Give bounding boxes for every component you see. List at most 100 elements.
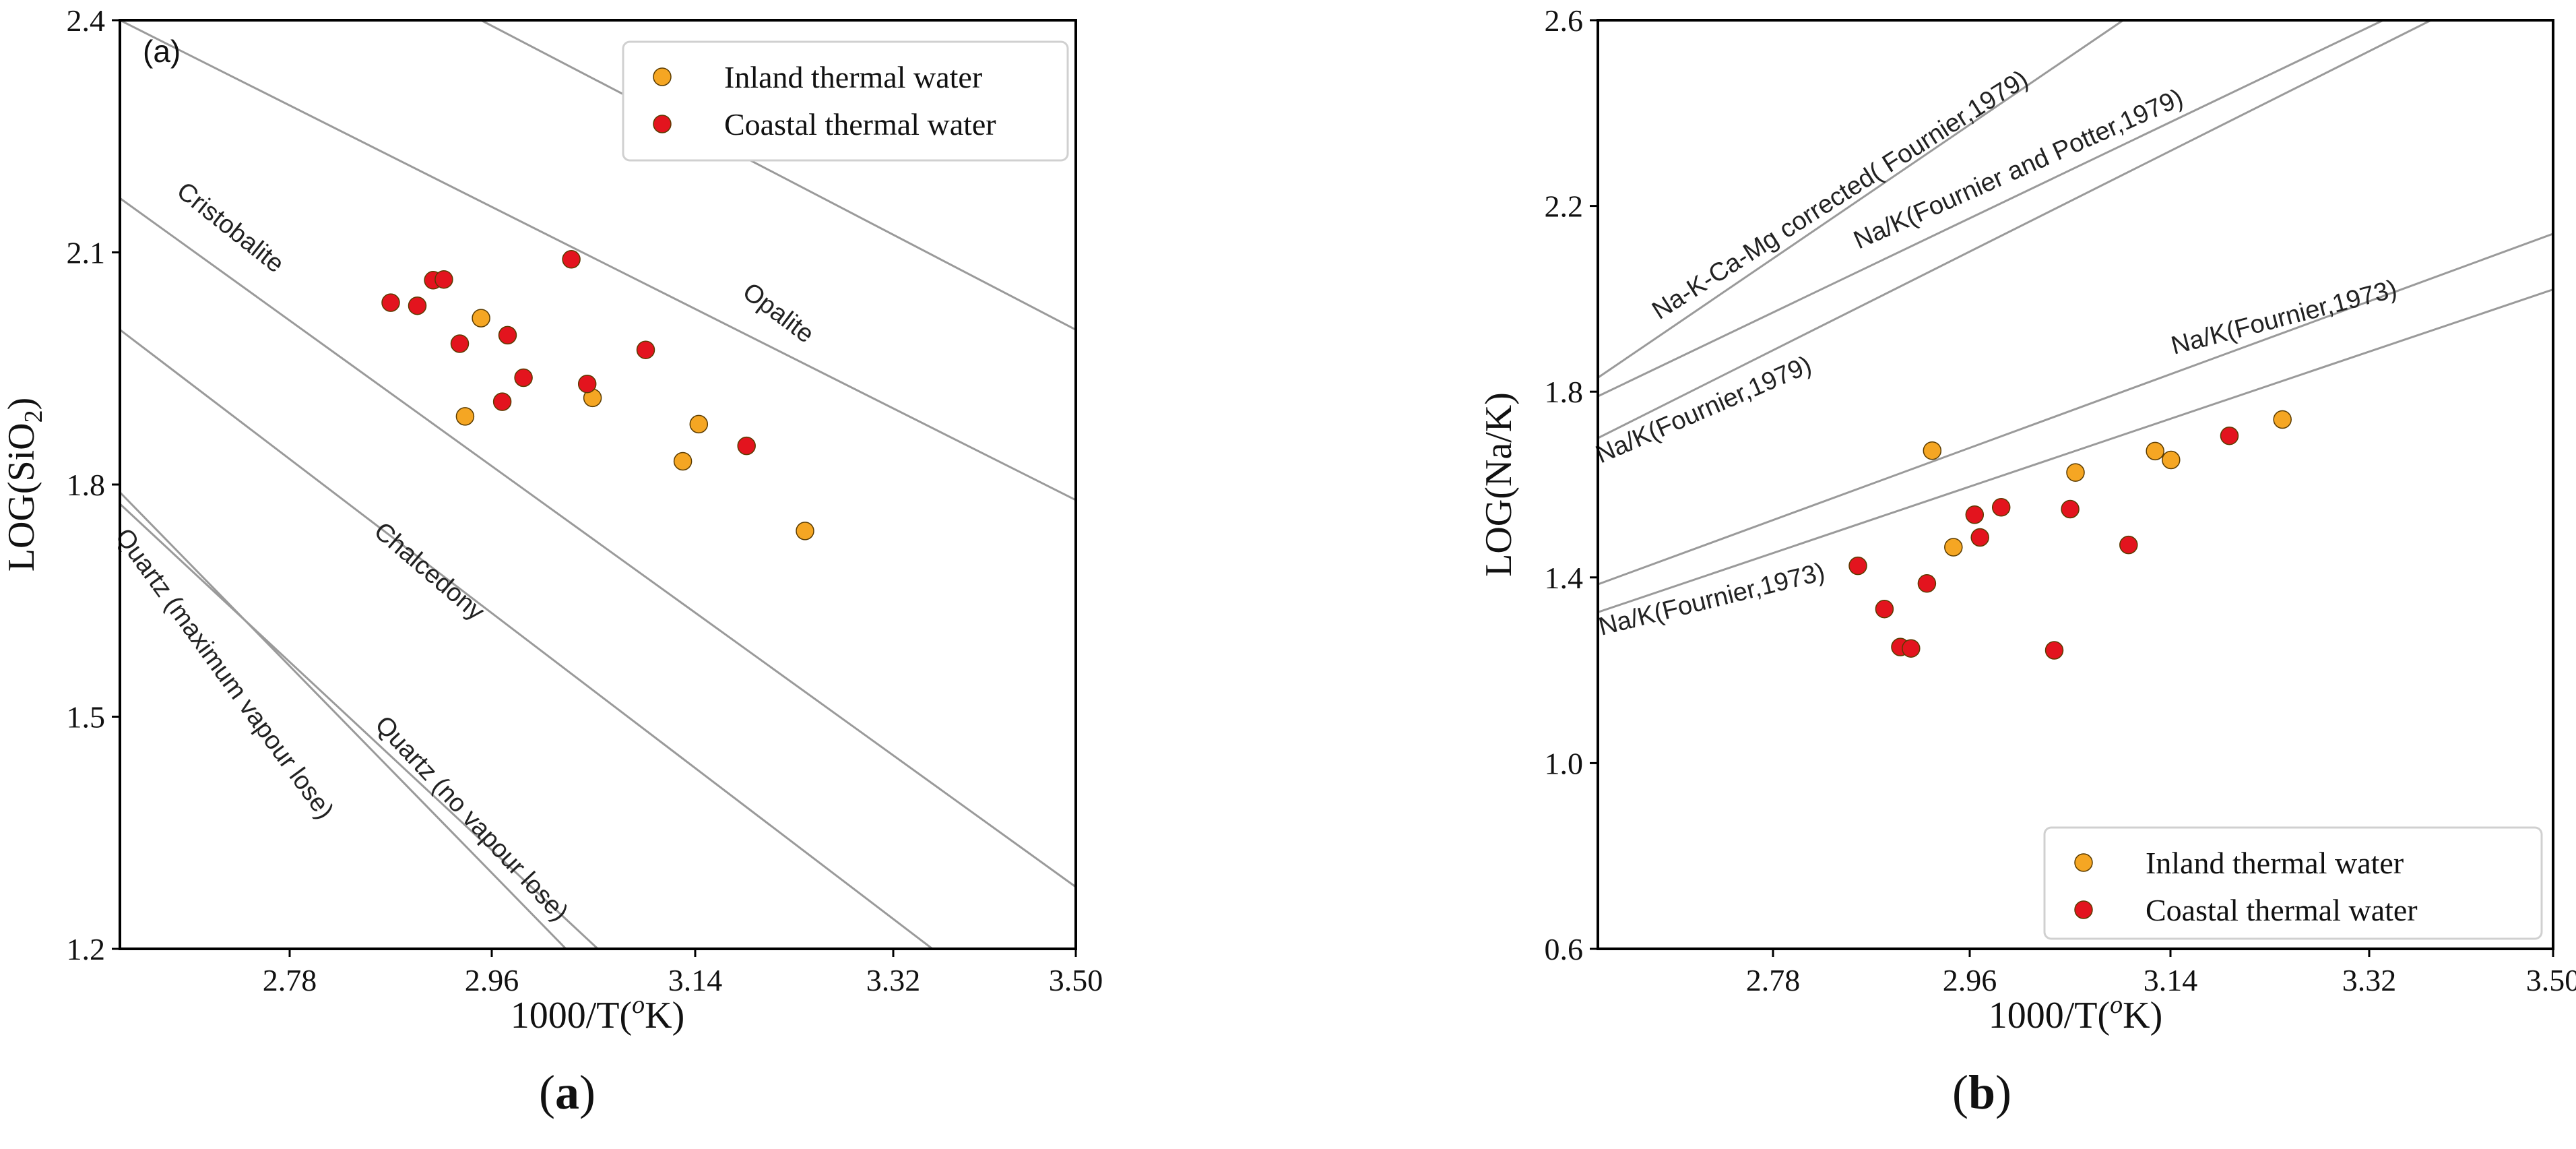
series-coastal-thermal-water — [381, 250, 756, 456]
data-point — [1965, 505, 1985, 524]
curve-label-na-k-fournier-1979: Na/K(Fournier,1979) — [1592, 350, 1815, 469]
legend-marker — [2074, 900, 2093, 919]
panel-tag: (a) — [143, 34, 181, 69]
data-point — [408, 296, 427, 315]
legend-box — [2043, 826, 2543, 940]
x-tick-label: 2.96 — [1943, 963, 1997, 997]
x-tick-label: 2.78 — [1746, 963, 1801, 997]
legend-label: Coastal thermal water — [2146, 893, 2418, 927]
data-point — [2220, 426, 2239, 445]
data-point — [577, 374, 597, 394]
y-tick-label: 2.4 — [67, 3, 106, 38]
x-tick-label: 2.96 — [465, 963, 519, 997]
x-tick-label: 2.78 — [263, 963, 317, 997]
x-tick-label: 3.50 — [1049, 963, 1103, 997]
curve-quartz-no-vapour-lose — [120, 503, 599, 949]
curve-label-quartz-no-vapour-lose: Quartz (no vapour lose) — [369, 710, 573, 927]
y-tick-label: 1.8 — [67, 468, 106, 502]
data-point — [2146, 441, 2164, 461]
curve-quartz-maximum-vapour-lose — [120, 491, 567, 949]
data-point — [2162, 450, 2181, 470]
series-coastal-thermal-water — [1848, 426, 2239, 660]
x-axis-label: 1000/T(oK) — [511, 991, 685, 1036]
curve-na-k-fournier-1973 — [1598, 288, 2553, 613]
reference-curves — [1598, 20, 2553, 613]
data-point — [2066, 463, 2085, 482]
data-point — [472, 309, 490, 328]
legend-marker — [653, 115, 672, 133]
y-tick-label: 1.4 — [1545, 561, 1584, 595]
data-point — [1875, 599, 1894, 619]
panel-b: Na-K-Ca-Mg corrected( Fournier,1979)Na/K… — [1478, 3, 2576, 1036]
data-point — [2119, 535, 2138, 555]
x-tick-label: 3.32 — [2342, 963, 2397, 997]
y-tick-label: 1.8 — [1545, 375, 1584, 409]
data-point — [381, 293, 400, 312]
legend-label: Coastal thermal water — [724, 107, 996, 142]
curve-opalite — [480, 20, 1076, 331]
data-point — [1848, 556, 1867, 576]
y-tick-label: 2.2 — [1545, 189, 1584, 224]
data-point — [1917, 574, 1937, 593]
y-tick-label: 1.0 — [1545, 746, 1584, 780]
curve-label-chalcedony: Chalcedony — [368, 517, 490, 626]
legend: Inland thermal water Coastal thermal wate… — [2043, 826, 2543, 940]
legend-label: Inland thermal water — [724, 60, 982, 94]
data-point — [562, 250, 581, 269]
data-point — [2044, 641, 2064, 660]
reference-curves — [120, 20, 1076, 949]
y-axis-label: LOG(SiO2) — [1, 398, 48, 572]
legend-marker — [653, 67, 672, 86]
x-axis-label: 1000/T(oK) — [1989, 991, 2163, 1036]
data-point — [689, 414, 709, 434]
series-inland-thermal-water — [1923, 410, 2292, 557]
legend-label: Inland thermal water — [2146, 846, 2404, 880]
x-tick-label: 3.14 — [668, 963, 723, 997]
data-point — [1991, 498, 2011, 517]
y-tick-label: 1.2 — [67, 932, 106, 966]
series-inland-thermal-water — [455, 309, 814, 540]
data-point — [514, 368, 533, 387]
curve-na-k-fournier-1979 — [1598, 20, 2432, 439]
legend: Inland thermal water Coastal thermal wate… — [622, 40, 1069, 162]
subfigure-caption-b: (b) — [1952, 1065, 2012, 1119]
data-point — [498, 325, 517, 345]
panel-a: Cristobalite Chalcedony Quartz (no vapour … — [1, 3, 1103, 1036]
curve-na-k-fournier-1973 — [1598, 232, 2553, 586]
x-tick-label: 3.50 — [2526, 963, 2576, 997]
data-point — [796, 522, 814, 540]
y-axis-label: LOG(Na/K) — [1478, 392, 1520, 577]
curve-label-cristobalite: Cristobalite — [171, 177, 289, 278]
x-tick-label: 3.14 — [2144, 963, 2198, 997]
data-point — [1944, 538, 1963, 557]
data-point — [450, 334, 470, 353]
y-tick-label: 0.6 — [1545, 932, 1584, 966]
legend-marker — [2074, 853, 2093, 872]
data-point — [1923, 441, 1942, 460]
data-point — [737, 436, 756, 456]
curve-na-k-ca-mg-corrected-fournier-1979 — [1598, 20, 2124, 379]
y-tick-label: 1.5 — [67, 700, 106, 735]
curve-label-opalite: Opalite — [738, 278, 819, 349]
subfigure-caption-a: (a) — [539, 1065, 595, 1119]
curve-label-quartz-maximum-vapour-lose: Quartz (maximum vapour lose) — [110, 524, 340, 825]
data-point — [2273, 410, 2292, 429]
curve-chalcedony — [120, 329, 934, 949]
data-point — [434, 270, 453, 289]
curve-label-na-k-fournier-1973: Na/K(Fournier,1973) — [2168, 275, 2400, 361]
curve-na-k-fournier-and-potter-1979 — [1598, 20, 2384, 398]
y-tick-label: 2.1 — [67, 236, 106, 270]
data-point — [673, 452, 693, 471]
data-point — [636, 340, 655, 359]
data-point — [1902, 639, 1921, 658]
curve-label-na-k-fournier-1973: Na/K(Fournier,1973) — [1596, 558, 1828, 642]
data-point — [2061, 499, 2080, 519]
x-tick-label: 3.32 — [866, 963, 921, 997]
y-tick-label: 2.6 — [1545, 3, 1584, 38]
data-point — [1970, 528, 1989, 547]
legend-box — [622, 40, 1069, 162]
curve-line-1 — [120, 20, 1076, 501]
data-point — [492, 392, 512, 411]
